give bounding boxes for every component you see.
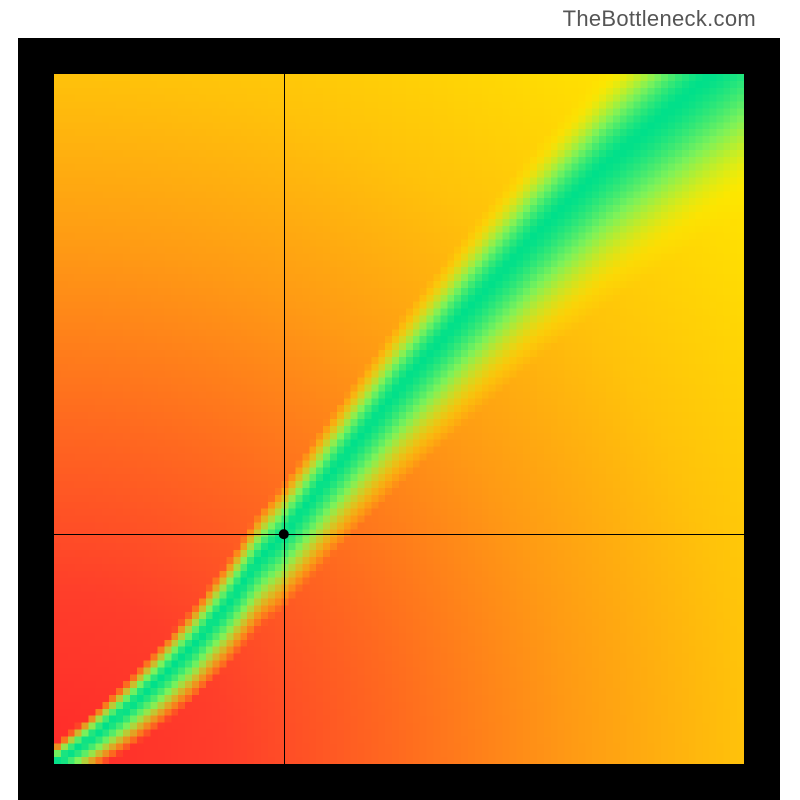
chart-container: TheBottleneck.com — [0, 0, 800, 800]
heatmap-plot — [18, 38, 780, 800]
crosshair-overlay — [54, 74, 744, 764]
attribution-text: TheBottleneck.com — [563, 6, 756, 32]
